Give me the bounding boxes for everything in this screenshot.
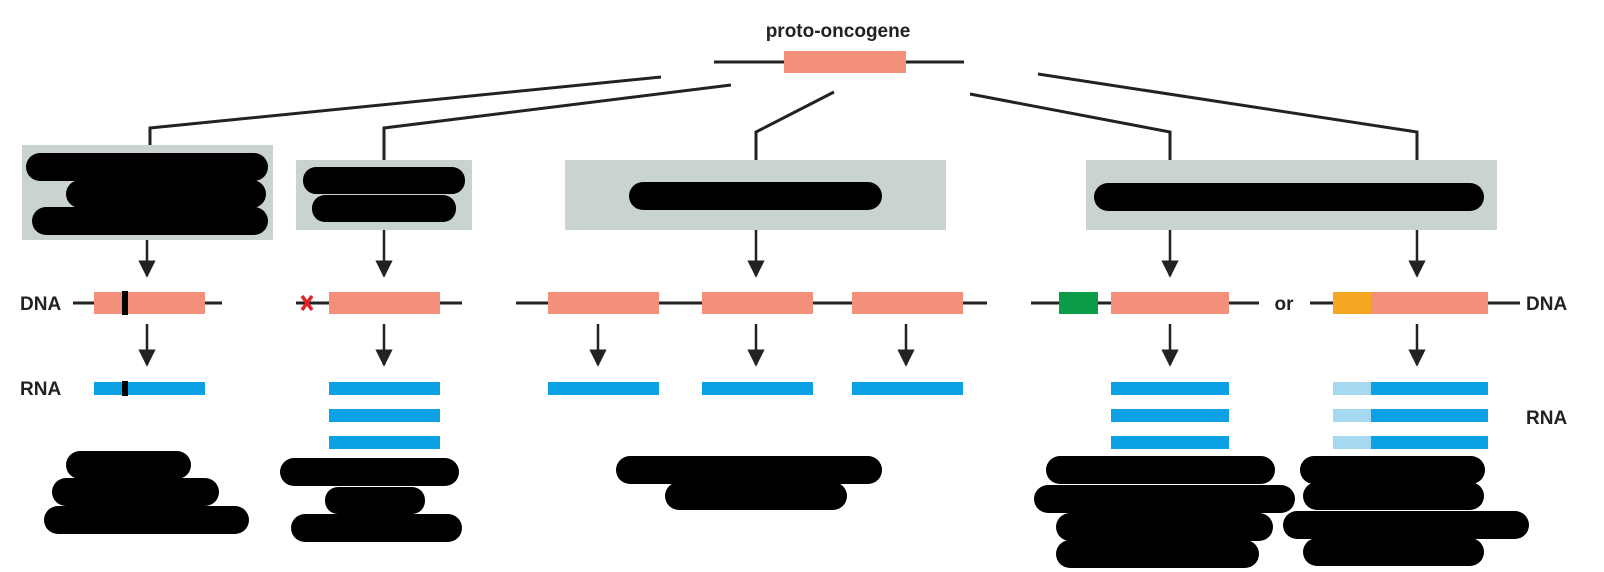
- redaction-bar: [325, 487, 425, 514]
- gene-box-mutated: [94, 292, 205, 314]
- redaction-bar: [1303, 482, 1484, 510]
- rna-transcript: [548, 382, 659, 395]
- panel-redactions: [26, 153, 1484, 235]
- rna-label-left: RNA: [20, 379, 61, 400]
- connector-panel-4b: [1037, 72, 1419, 160]
- rna-transcript: [1111, 436, 1229, 449]
- redaction-bar: [616, 456, 882, 484]
- rna-transcript: [94, 382, 205, 395]
- x-mark-icon: [300, 294, 314, 312]
- redaction-bar: [1046, 456, 1275, 484]
- redaction-bar: [44, 506, 249, 534]
- redaction-bar: [1300, 456, 1485, 484]
- point-mutation-mark: [122, 291, 128, 315]
- rna-transcript: [329, 409, 440, 422]
- top-gene-box: [784, 51, 906, 73]
- dna-label-right: DNA: [1526, 294, 1567, 315]
- redaction-bar: [66, 180, 266, 208]
- rna-fusion-part: [1333, 409, 1371, 422]
- gene-copy-2: [702, 292, 813, 314]
- promoter-box: [1333, 292, 1371, 314]
- redaction-bar: [1303, 538, 1484, 566]
- redaction-bar: [1283, 511, 1529, 539]
- connector-panel-1: [148, 75, 662, 145]
- rna-transcript: [1371, 436, 1488, 449]
- rna-transcript: [329, 382, 440, 395]
- redaction-bar: [291, 514, 462, 542]
- redaction-bar: [1094, 183, 1484, 211]
- rna-mutation-mark: [122, 381, 128, 396]
- arrows-to-dna: [138, 230, 1426, 278]
- arrows-to-rna: [138, 324, 1426, 367]
- outcome-redactions: [44, 451, 1529, 568]
- connector-panel-3: [754, 90, 835, 160]
- rna-transcript: [329, 436, 440, 449]
- gene-copy-1: [548, 292, 659, 314]
- gene-box-4a: [1111, 292, 1229, 314]
- rna-transcript: [852, 382, 963, 395]
- redaction-bar: [629, 182, 882, 210]
- rna-transcripts: [94, 381, 1488, 449]
- rna-transcript: [1111, 382, 1229, 395]
- rna-transcript: [702, 382, 813, 395]
- redaction-bar: [1034, 485, 1295, 513]
- redaction-bar: [665, 482, 847, 510]
- gene-box-4b: [1371, 292, 1488, 314]
- redaction-bar: [32, 207, 268, 235]
- enhancer-box: [1059, 292, 1098, 314]
- rna-transcript: [1371, 409, 1488, 422]
- rna-fusion-part: [1333, 436, 1371, 449]
- title-label: proto-oncogene: [766, 21, 911, 42]
- redaction-bar: [280, 458, 459, 486]
- gene-box-2: [329, 292, 440, 314]
- connector-panel-2: [382, 83, 732, 160]
- or-label: or: [1275, 294, 1295, 315]
- gene-copy-3: [852, 292, 963, 314]
- redaction-bar: [26, 153, 268, 181]
- connector-lines: [148, 72, 1419, 160]
- rna-fusion-part: [1333, 382, 1371, 395]
- redaction-bar: [1056, 540, 1259, 568]
- rna-transcript: [1371, 382, 1488, 395]
- redaction-bar: [312, 195, 456, 222]
- dna-label-left: DNA: [20, 294, 61, 315]
- redaction-bar: [66, 451, 191, 479]
- rna-transcript: [1111, 409, 1229, 422]
- redaction-bar: [52, 478, 219, 506]
- connector-panel-4a: [969, 92, 1172, 160]
- rna-label-right: RNA: [1526, 408, 1567, 429]
- redaction-bar: [1056, 513, 1273, 541]
- redaction-bar: [303, 167, 465, 194]
